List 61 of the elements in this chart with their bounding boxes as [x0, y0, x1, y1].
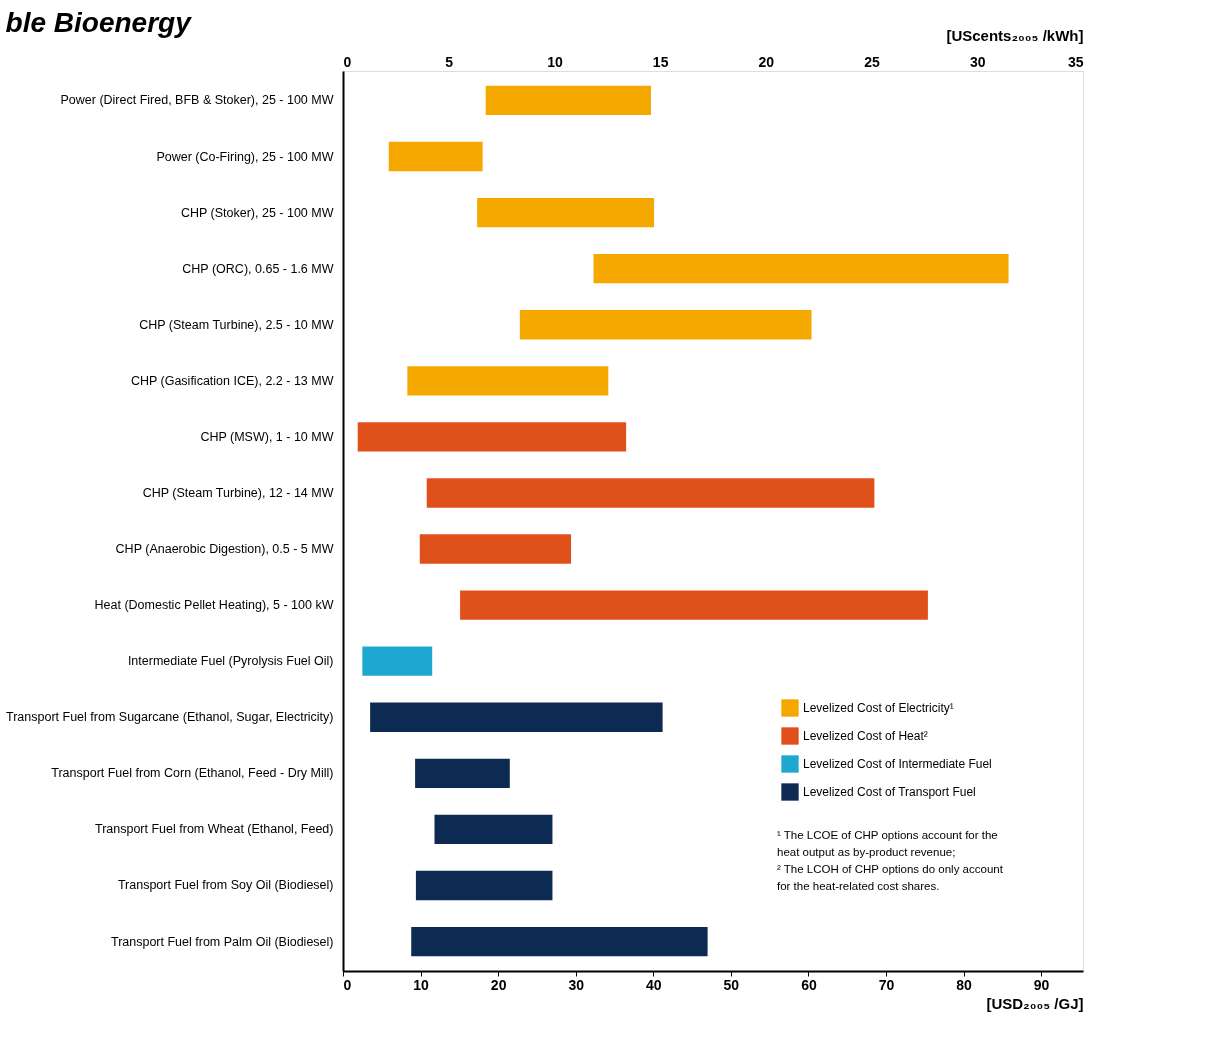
x-tick-label: 30 [568, 976, 585, 993]
x-tick-label: 40 [645, 976, 662, 993]
x2-axis-title: [UScents₂₀₀₅ /kWh] [946, 26, 1084, 44]
bar [414, 869, 554, 902]
annotation: ² The LCOH of CHP options do only account [777, 862, 1004, 875]
x-tick-label: 20 [490, 976, 507, 993]
x2-tick-label: 0 [343, 53, 352, 70]
x-tick-label: 10 [413, 976, 430, 993]
y-tick-label: Transport Fuel from Palm Oil (Biodiesel) [110, 934, 334, 949]
bar [413, 757, 512, 790]
bar [360, 645, 434, 678]
bar [458, 588, 930, 622]
x2-tick-label: 30 [970, 53, 986, 70]
bar [475, 196, 656, 229]
y-tick-label: CHP (Steam Turbine), 12 - 14 MW [142, 485, 334, 500]
bar [356, 420, 628, 454]
bar [405, 364, 610, 397]
x-tick-label: 50 [723, 976, 740, 993]
y-tick-label: CHP (MSW), 1 - 10 MW [200, 429, 334, 444]
x2-tick-label: 35 [1067, 53, 1084, 70]
bar [387, 140, 485, 173]
y-tick-label: CHP (Anaerobic Digestion), 0.5 - 5 MW [115, 542, 334, 557]
x-tick-label: 90 [1033, 976, 1050, 993]
legend-label: Levelized Cost of Intermediate Fuel [803, 757, 992, 771]
y-tick-label: Transport Fuel from Sugarcane (Ethanol, Sugar, Electricity) [6, 710, 334, 725]
x2-tick-label: 15 [652, 53, 669, 70]
bar [484, 84, 653, 117]
y-tick-label: Intermediate Fuel (Pyrolysis Fuel Oil) [127, 654, 334, 669]
annotation: heat output as by-product revenue; [777, 845, 956, 858]
y-tick-label: CHP (Stoker), 25 - 100 MW [180, 205, 334, 220]
annotation: ¹ The LCOE of CHP options account for the [777, 828, 998, 841]
x2-tick-label: 20 [758, 53, 775, 70]
x-axis-title: [USD₂₀₀₅ /GJ] [986, 994, 1084, 1012]
y-tick-label: Transport Fuel from Soy Oil (Biodiesel) [117, 878, 334, 893]
x-tick-label: 0 [343, 976, 352, 993]
y-tick-label: Transport Fuel from Corn (Ethanol, Feed - Dry Mill) [51, 766, 334, 781]
x2-tick-label: 25 [864, 53, 881, 70]
bar [368, 701, 665, 734]
y-tick-label: CHP (ORC), 0.65 - 1.6 MW [182, 261, 334, 276]
bar [409, 925, 710, 958]
x2-tick-label: 10 [547, 53, 563, 70]
y-tick-label: Transport Fuel from Wheat (Ethanol, Feed) [94, 822, 334, 837]
legend-label: Levelized Cost of Transport Fuel [803, 785, 976, 799]
x2-tick-label: 5 [445, 53, 454, 70]
bar [518, 308, 814, 341]
bar [592, 252, 1011, 285]
x-tick-label: 60 [801, 976, 817, 993]
annotation: for the heat-related cost shares. [777, 879, 940, 892]
y-tick-label: Power (Direct Fired, BFB & Stoker), 25 - 100 MW [60, 93, 334, 108]
legend-label: Levelized Cost of Heat² [803, 729, 928, 743]
bar [425, 476, 876, 510]
y-tick-label: Heat (Domestic Pellet Heating), 5 - 100 kW [94, 598, 334, 613]
text: ble Bioenergy [5, 7, 193, 38]
y-tick-label: CHP (Steam Turbine), 2.5 - 10 MW [139, 317, 334, 332]
bar [433, 813, 554, 846]
y-tick-label: Power (Co-Firing), 25 - 100 MW [156, 149, 334, 164]
legend-label: Levelized Cost of Electricity¹ [803, 701, 954, 715]
x-tick-label: 80 [956, 976, 973, 993]
x-tick-label: 70 [878, 976, 895, 993]
y-tick-label: CHP (Gasification ICE), 2.2 - 13 MW [130, 373, 334, 388]
bar [418, 532, 573, 566]
